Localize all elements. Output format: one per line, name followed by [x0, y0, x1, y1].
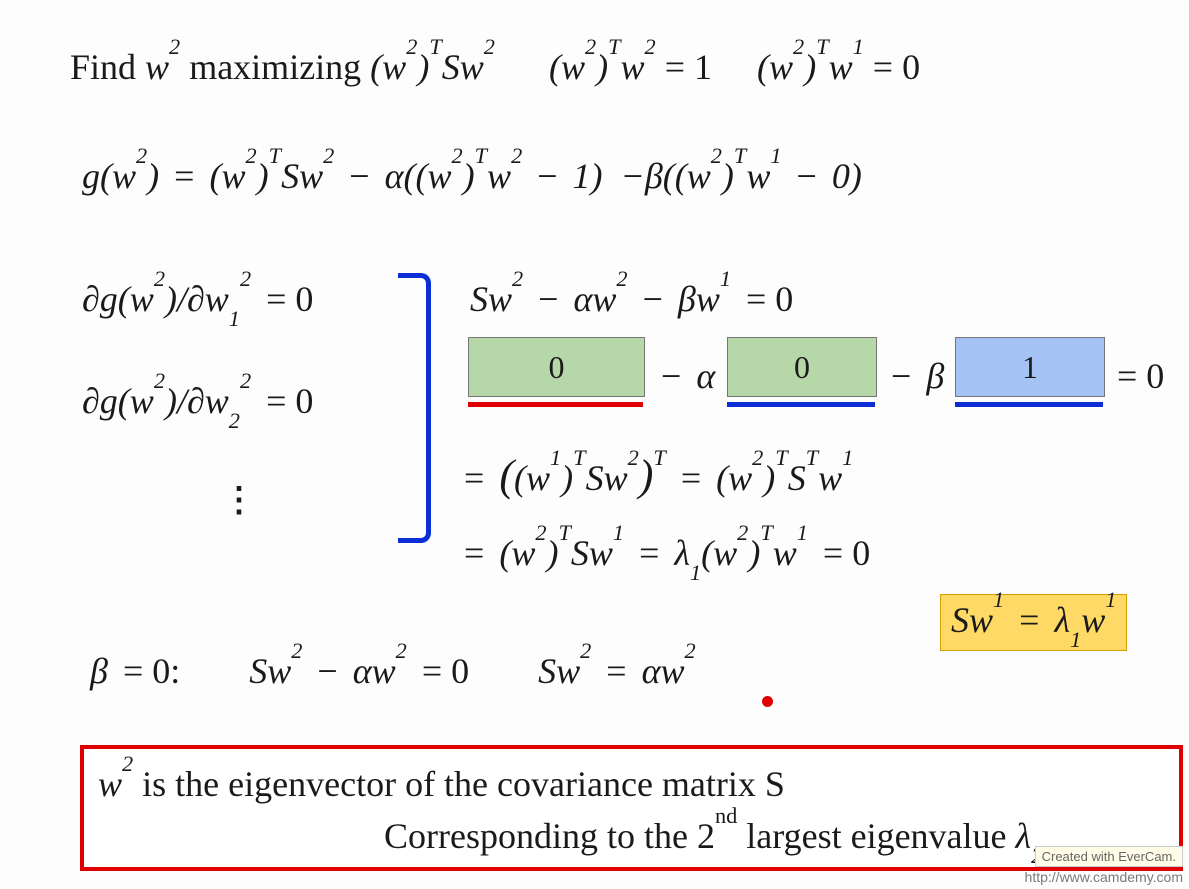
partial-1: ∂g(w2)/∂w12 = 0 — [82, 278, 319, 325]
box-eq0: = 0 — [1117, 355, 1164, 397]
conclusion-line1: w2 is the eigenvector of the covariance … — [98, 763, 785, 805]
conclusion-line2: Corresponding to the 2nd largest eigenva… — [384, 815, 1042, 862]
slide: Find w2 maximizing (w2)TSw2 (w2)Tw2 = 1 … — [0, 0, 1189, 889]
underline-2 — [727, 402, 875, 407]
evercam-watermark: Created with EverCam. — [1035, 846, 1183, 867]
maximizing-text: maximizing — [180, 47, 370, 87]
g-definition: g(w2) = (w2)TSw2 − α((w2)Tw2 − 1) −β((w2… — [82, 155, 862, 197]
vdots: ⋮ — [222, 480, 256, 520]
line1: Find w2 maximizing (w2)TSw2 (w2)Tw2 = 1 … — [70, 46, 920, 88]
eq-sw: Sw2 − αw2 − βw1 = 0 — [470, 278, 799, 320]
minus-alpha: − α — [655, 355, 715, 397]
box-3: 1 — [955, 337, 1105, 397]
eigen-relation: Sw1 = λ1w1 — [940, 594, 1127, 651]
minus-beta: − β — [885, 355, 944, 397]
brace — [398, 273, 431, 543]
derivation-1: = ((w1)TSw2)T = (w2)TSTw1 — [458, 450, 853, 501]
underline-1 — [468, 402, 643, 407]
box-2: 0 — [727, 337, 877, 397]
box-1: 0 — [468, 337, 645, 397]
beta-zero-line: β = 0: Sw2 − αw2 = 0 Sw2 = αw2 — [90, 650, 696, 692]
laser-dot — [762, 696, 773, 707]
find-text: Find — [70, 47, 145, 87]
derivation-2: = (w2)TSw1 = λ1(w2)Tw1 = 0 — [458, 532, 876, 579]
conclusion-box: w2 is the eigenvector of the covariance … — [80, 745, 1183, 871]
underline-3 — [955, 402, 1103, 407]
camdemy-url: http://www.camdemy.com — [1025, 869, 1183, 885]
partial-2: ∂g(w2)/∂w22 = 0 — [82, 380, 319, 427]
